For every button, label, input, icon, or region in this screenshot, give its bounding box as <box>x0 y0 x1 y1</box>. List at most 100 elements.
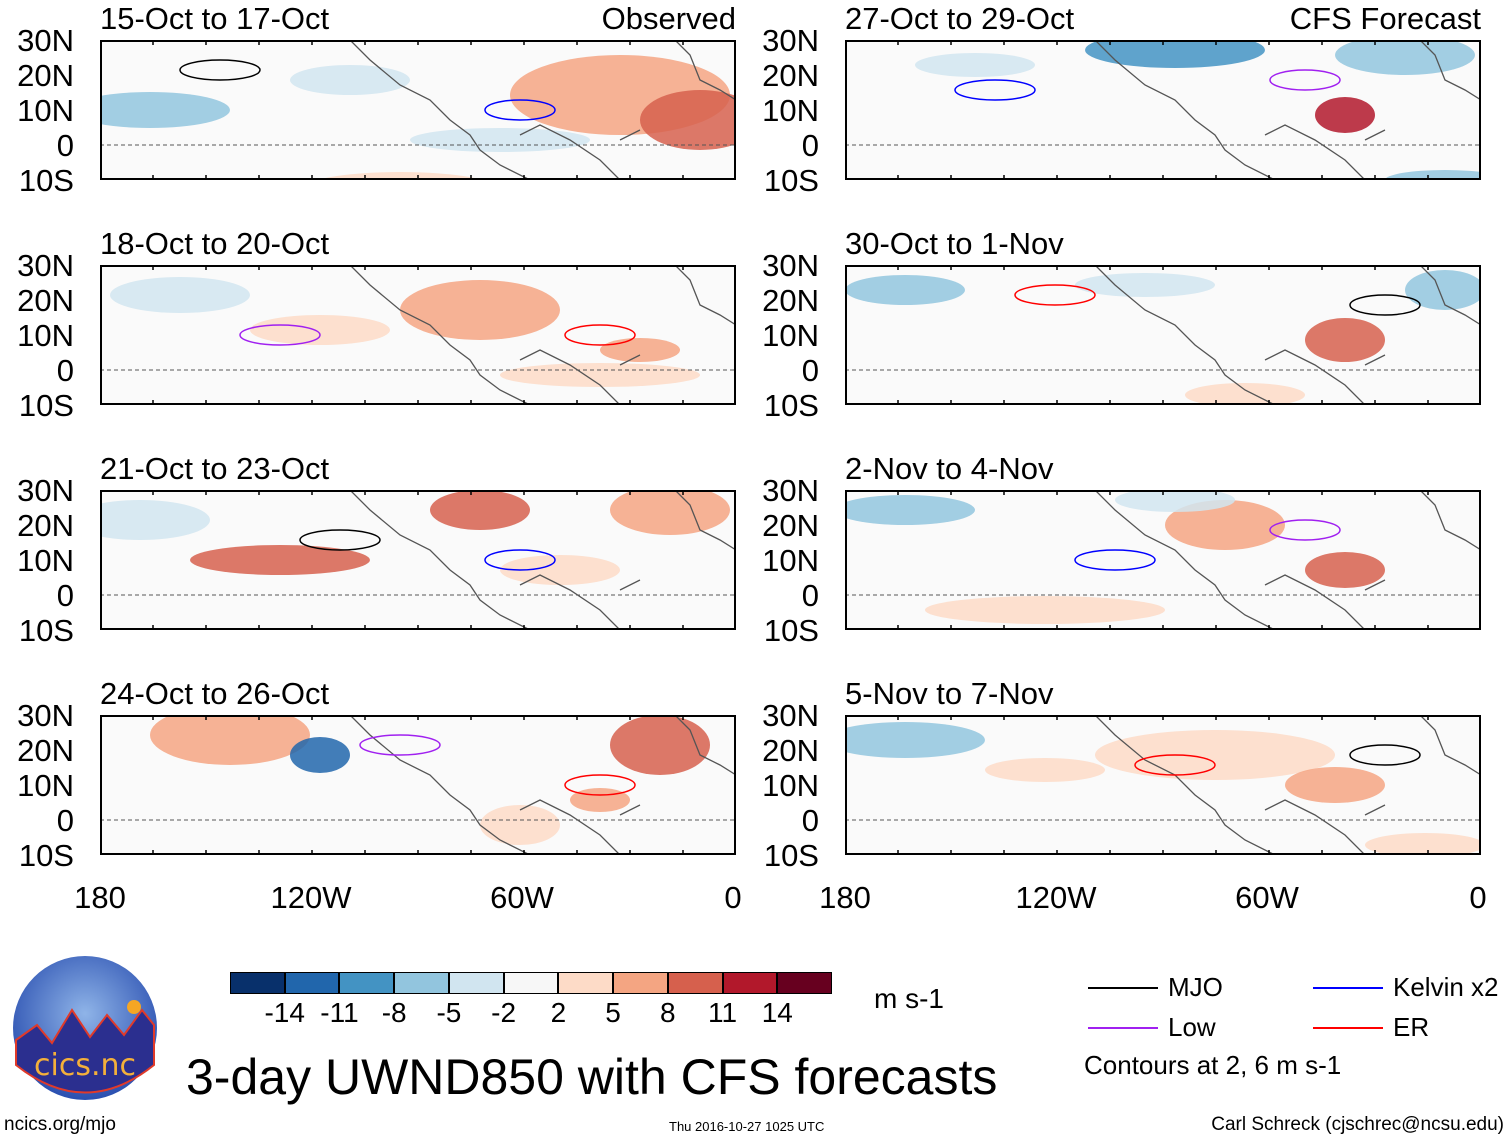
coastline <box>349 490 736 630</box>
footer-url: ncics.org/mjo <box>4 1114 116 1135</box>
wind-anomaly-shading <box>500 555 620 585</box>
wind-anomaly-shading <box>400 280 560 340</box>
panel-tag: CFS Forecast <box>1289 1 1481 36</box>
contour-line <box>954 79 1036 101</box>
wind-anomaly-shading <box>1315 97 1375 133</box>
lon-label: 0 <box>1469 880 1487 915</box>
contour-line <box>1269 519 1341 541</box>
lat-label: 10N <box>17 543 74 578</box>
wind-anomaly-shading <box>1085 40 1265 68</box>
lon-label: 60W <box>1235 880 1299 915</box>
lon-label: 60W <box>490 880 554 915</box>
wind-anomaly-shading <box>845 275 965 305</box>
colorbar-swatch <box>558 972 614 994</box>
lat-label: 0 <box>56 353 74 388</box>
wind-anomaly-shading <box>1385 170 1481 180</box>
lat-label: 20N <box>17 733 74 768</box>
contour-line <box>1074 549 1156 571</box>
colorbar-label: -2 <box>491 997 517 1028</box>
legend-line <box>1313 1027 1383 1029</box>
contour-line <box>179 59 261 81</box>
colorbar-label: 14 <box>761 997 793 1028</box>
wind-anomaly-shading <box>100 92 230 128</box>
lat-label: 20N <box>762 58 819 93</box>
wind-anomaly-shading <box>985 758 1105 782</box>
panel-tag: Observed <box>601 1 736 36</box>
lat-label: 20N <box>17 283 74 318</box>
colorbar-label: -11 <box>320 997 359 1028</box>
wind-anomaly-shading <box>915 53 1035 77</box>
footer-author: Carl Schreck (cjschrec@ncsu.edu) <box>1211 1114 1504 1135</box>
colorbar-label: -8 <box>381 997 407 1028</box>
wind-anomaly-shading <box>110 277 250 313</box>
wind-anomaly-shading <box>1405 270 1481 310</box>
colorbar-units: m s-1 <box>874 983 944 1014</box>
legend-label: ER <box>1393 1012 1430 1042</box>
colorbar-swatch <box>613 972 668 994</box>
legend-line <box>1313 987 1383 989</box>
coastline <box>1094 715 1481 855</box>
map-panel <box>845 40 1481 180</box>
colorbar-label: -14 <box>264 997 305 1028</box>
lat-label: 30N <box>17 23 74 58</box>
colorbar-swatch <box>503 972 559 994</box>
lat-label: 0 <box>801 128 819 163</box>
wind-anomaly-shading <box>250 315 390 345</box>
lat-label: 10N <box>17 93 74 128</box>
contour-line <box>239 324 321 346</box>
wind-anomaly-shading <box>845 722 985 758</box>
lat-label: 10S <box>18 163 74 198</box>
cics-logo: cics.nc <box>12 955 158 1101</box>
wind-anomaly-shading <box>1165 500 1285 550</box>
contour-line <box>1269 69 1341 91</box>
panel-title: 5-Nov to 7-Nov <box>845 676 1054 711</box>
colorbar-label: 8 <box>660 997 676 1028</box>
lat-label: 0 <box>801 578 819 613</box>
colorbar-label: 2 <box>550 997 567 1028</box>
lat-label: 10S <box>763 163 819 198</box>
lat-label: 30N <box>17 698 74 733</box>
contour-line <box>1014 284 1096 306</box>
lat-label: 30N <box>762 698 819 733</box>
legend-label: Kelvin x2 <box>1393 972 1499 1002</box>
colorbar-label: -5 <box>436 997 462 1028</box>
logo-text: cics.nc <box>34 1048 136 1083</box>
wind-anomaly-shading <box>1185 383 1305 405</box>
contour-line <box>299 529 381 551</box>
colorbar-label: 5 <box>605 997 621 1028</box>
lat-label: 10N <box>762 93 819 128</box>
lon-label: 180 <box>819 880 871 915</box>
lat-label: 30N <box>762 23 819 58</box>
contour-note: Contours at 2, 6 m s-1 <box>1084 1050 1342 1080</box>
wind-anomaly-shading <box>570 788 630 812</box>
wind-anomaly-shading <box>500 363 700 387</box>
lat-label: 10S <box>763 613 819 648</box>
legend-line <box>1088 1027 1158 1029</box>
wind-anomaly-shading <box>1305 552 1385 588</box>
lat-label: 30N <box>762 473 819 508</box>
lat-label: 10N <box>762 768 819 803</box>
coastline <box>1094 40 1481 180</box>
lat-label: 0 <box>56 578 74 613</box>
lat-label: 10N <box>17 768 74 803</box>
wind-anomaly-shading <box>610 490 730 535</box>
contour-line <box>1349 294 1421 316</box>
wind-anomaly-shading <box>480 805 560 845</box>
contour-line <box>564 774 636 796</box>
colorbar-swatch <box>667 972 723 994</box>
lat-label: 10S <box>18 613 74 648</box>
map-panel <box>845 715 1481 855</box>
contour-line <box>1134 754 1216 776</box>
contour-line <box>564 324 636 346</box>
figure-title: 3-day UWND850 with CFS forecasts <box>186 1049 998 1105</box>
lat-label: 0 <box>56 803 74 838</box>
wind-anomaly-shading <box>150 715 310 765</box>
contour-line <box>484 99 556 121</box>
wind-anomaly-shading <box>290 737 350 773</box>
wind-anomaly-shading <box>1115 490 1235 512</box>
wind-anomaly-shading <box>925 596 1165 624</box>
panel-title: 15-Oct to 17-Oct <box>100 1 330 36</box>
colorbar-swatch <box>284 972 340 994</box>
lat-label: 30N <box>17 248 74 283</box>
map-panel <box>845 490 1481 630</box>
